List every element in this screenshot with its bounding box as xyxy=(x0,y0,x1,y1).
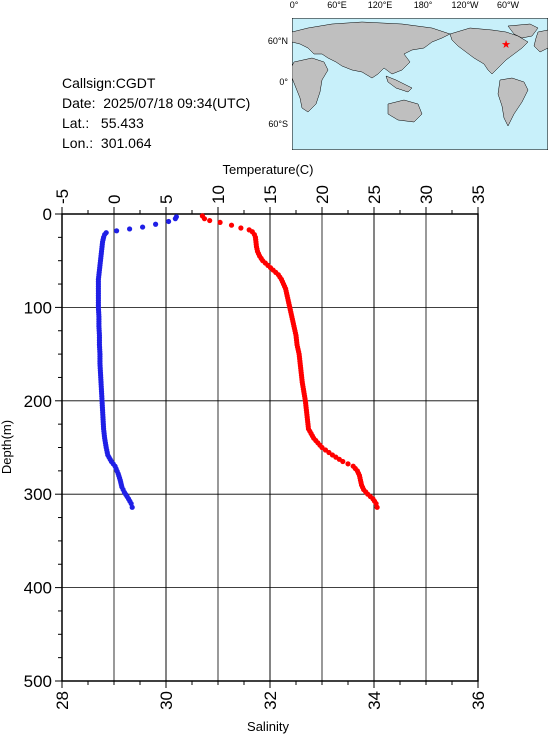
station-marker-star-icon: ★ xyxy=(501,39,511,51)
temperature-point xyxy=(340,458,346,465)
map-axis-labels: 0° 60°E 120°E 180° 120°W 60°W 60°N 0° 60… xyxy=(268,0,520,129)
temperature-tick-label: 5 xyxy=(157,195,176,204)
landmass-africa xyxy=(292,57,329,113)
temperature-series xyxy=(199,213,380,510)
map-lon-tick-4: 120°W xyxy=(451,0,479,10)
map-lon-tick-1: 60°E xyxy=(327,0,347,10)
salinity-tick-label: 28 xyxy=(53,691,72,710)
salinity-series xyxy=(95,214,179,510)
map-land xyxy=(292,21,548,127)
temperature-tick-label: 10 xyxy=(209,185,228,204)
salinity-point xyxy=(172,216,178,222)
salinity-axis-label: Salinity xyxy=(247,719,289,734)
salinity-tick-label: 30 xyxy=(157,691,176,710)
date-label: Date: xyxy=(62,95,96,111)
landmass-europe-west xyxy=(533,29,548,53)
temperature-tick-label: 25 xyxy=(365,185,384,204)
salinity-tick-label: 34 xyxy=(365,691,384,710)
depth-tick-label: 100 xyxy=(24,298,52,317)
callsign-row: Callsign:CGDT xyxy=(62,73,250,93)
salinity-point xyxy=(166,218,172,225)
salinity-point xyxy=(153,221,159,227)
temperature-point xyxy=(345,461,351,467)
temperature-point xyxy=(228,222,235,228)
salinity-point xyxy=(140,224,146,230)
temperature-point xyxy=(374,504,380,510)
depth-tick-label: 300 xyxy=(24,485,52,504)
lon-value: 301.064 xyxy=(100,135,152,151)
temperature-point xyxy=(207,217,213,224)
temperature-point xyxy=(201,216,208,222)
temperature-tick-label: -5 xyxy=(53,189,72,204)
map-lat-tick-2: 60°S xyxy=(268,119,288,129)
temperature-point xyxy=(238,225,244,231)
lon-label: Lon.: xyxy=(62,135,94,151)
date-row: Date: 2025/07/18 09:34(UTC) xyxy=(62,93,250,113)
depth-tick-label: 200 xyxy=(24,392,52,411)
temperature-tick-label: 30 xyxy=(417,185,436,204)
landmass-australia xyxy=(387,99,423,123)
map-lon-tick-2: 120°E xyxy=(368,0,393,10)
callsign-value: CGDT xyxy=(115,75,156,91)
temperature-tick-label: 20 xyxy=(313,185,332,204)
salinity-tick-label: 32 xyxy=(261,691,280,710)
depth-tick-label: 500 xyxy=(24,672,52,691)
landmass-south-america xyxy=(497,77,529,127)
date-value: 2025/07/18 09:34(UTC) xyxy=(103,95,251,111)
depth-tick-label: 0 xyxy=(43,205,52,224)
world-map: ★ xyxy=(292,18,548,150)
lon-row: Lon.: 301.064 xyxy=(62,133,250,153)
series-layer xyxy=(95,213,380,510)
map-lon-tick-0: 0° xyxy=(290,0,299,10)
depth-axis: 0 100 200 300 400 500 xyxy=(24,205,62,691)
depth-axis-label: Depth(m) xyxy=(0,420,14,474)
map-lat-tick-0: 60°N xyxy=(268,36,288,46)
landmass-southeast-asia xyxy=(385,75,413,93)
temperature-point xyxy=(217,219,223,226)
salinity-axis: 28 30 32 34 36 xyxy=(53,681,488,710)
callsign-label: Callsign: xyxy=(62,75,116,91)
landmass-north-america xyxy=(449,27,529,75)
map-lon-tick-5: 60°W xyxy=(497,0,520,10)
salinity-point xyxy=(127,226,133,232)
landmass-eurasia xyxy=(292,21,451,79)
depth-tick-label: 400 xyxy=(24,579,52,598)
temperature-axis: -5 0 5 10 15 20 25 30 35 xyxy=(53,185,488,214)
station-info: Callsign:CGDT Date: 2025/07/18 09:34(UTC… xyxy=(62,73,250,153)
salinity-tick-label: 36 xyxy=(469,691,488,710)
map-lon-tick-3: 180° xyxy=(414,0,433,10)
map-lat-tick-1: 0° xyxy=(279,77,288,87)
grid xyxy=(61,213,479,682)
salinity-point xyxy=(129,504,135,510)
salinity-point xyxy=(114,228,120,234)
temperature-tick-label: 35 xyxy=(469,185,488,204)
temperature-axis-label: Temperature(C) xyxy=(222,162,313,177)
temperature-tick-label: 0 xyxy=(105,195,124,204)
lat-value: 55.433 xyxy=(100,115,144,131)
lat-row: Lat.: 55.433 xyxy=(62,113,250,133)
temperature-tick-label: 15 xyxy=(261,185,280,204)
lat-label: Lat.: xyxy=(62,115,90,131)
landmass-greenland xyxy=(507,23,539,39)
